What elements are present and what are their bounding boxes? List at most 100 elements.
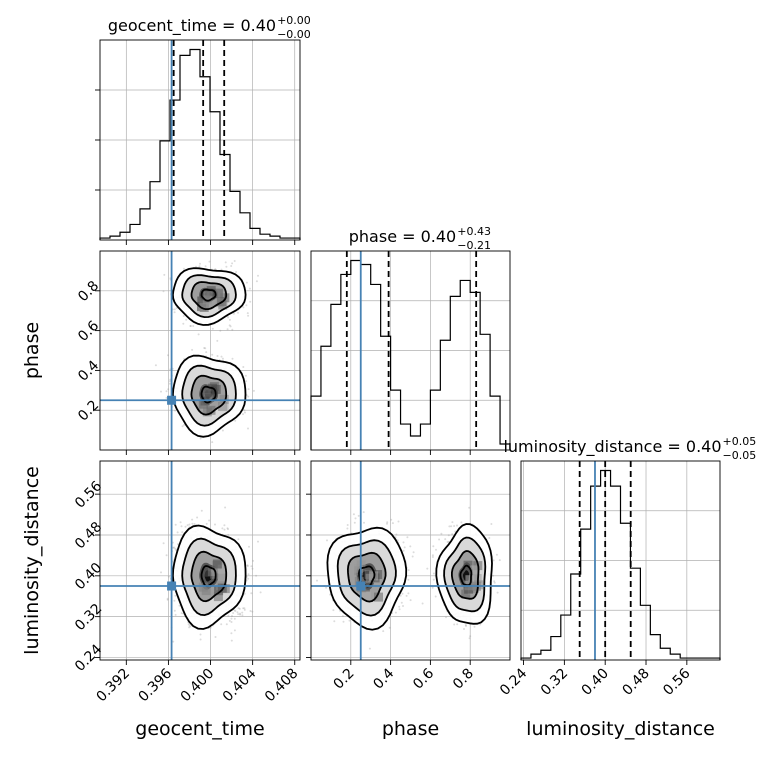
sample-point: [453, 525, 456, 527]
sample-point: [496, 591, 499, 594]
density-cell: [198, 399, 208, 409]
contour-line: [171, 524, 247, 630]
x-tick-label-luminosity_distance: 0.32: [538, 666, 571, 699]
sample-point: [247, 388, 250, 391]
sample-point: [431, 556, 434, 558]
sample-point: [354, 517, 357, 520]
density-cell: [213, 592, 223, 602]
contour-line: [171, 267, 247, 326]
sample-point: [227, 528, 229, 531]
sample-point: [227, 316, 230, 319]
sample-point: [233, 617, 236, 620]
sample-point: [233, 260, 236, 262]
panel-title-plus: +0.00: [277, 14, 311, 27]
density-cell: [198, 582, 208, 592]
contour-line: [358, 565, 376, 588]
density-cell: [461, 589, 471, 599]
sample-point: [396, 539, 399, 542]
sample-point: [169, 380, 172, 383]
sample-point: [242, 306, 245, 309]
x-tick-label-phase: 0.4: [370, 665, 397, 692]
density-cell: [203, 291, 213, 301]
sample-point: [255, 574, 258, 577]
sample-point: [239, 613, 242, 616]
sample-point: [230, 265, 233, 267]
x-tick-label-luminosity_distance: 0.40: [579, 666, 612, 699]
sample-point: [174, 409, 177, 412]
x-axis-label-phase: phase: [382, 718, 439, 740]
sample-point: [167, 575, 170, 578]
density-cell: [202, 567, 212, 577]
sample-point: [432, 578, 435, 581]
sample-point: [234, 610, 237, 612]
y-tick-label-phase: 0.4: [75, 358, 102, 385]
sample-point: [174, 523, 177, 526]
sample-point: [353, 521, 356, 524]
y-tick-label-phase: 0.8: [75, 278, 102, 305]
sample-point: [172, 546, 175, 549]
hist-panel-luminosity_distance: luminosity_distance = 0.40 +0.05−0.05: [503, 435, 756, 665]
sample-point: [196, 516, 199, 519]
sample-point: [246, 312, 249, 315]
sample-point: [490, 523, 493, 525]
sample-point: [402, 541, 405, 544]
sample-point: [493, 581, 496, 584]
sample-point: [390, 518, 393, 521]
sample-point: [252, 559, 254, 562]
x-tick-label-phase: 0.6: [410, 665, 437, 692]
sample-point: [199, 437, 202, 440]
sample-point: [395, 533, 398, 536]
sample-point: [243, 607, 246, 610]
panel-title-minus: −0.05: [723, 449, 757, 462]
contour-line: [443, 536, 487, 613]
sample-point: [488, 537, 491, 539]
sample-point: [165, 396, 168, 399]
sample-point: [191, 348, 194, 351]
sample-point: [447, 534, 450, 537]
sample-point: [177, 543, 179, 546]
sample-point: [160, 571, 162, 574]
sample-point: [174, 613, 177, 616]
sample-point: [202, 451, 204, 453]
sample-point: [230, 617, 233, 620]
sample-point: [188, 523, 191, 526]
sample-point: [498, 559, 501, 562]
sample-point: [173, 308, 176, 311]
sample-point: [186, 524, 189, 527]
sample-point: [182, 322, 185, 325]
sample-point: [405, 594, 408, 597]
contour-line: [181, 274, 237, 319]
sample-point: [246, 564, 249, 567]
sample-point: [192, 325, 195, 327]
x-tick-label-luminosity_distance: 0.48: [619, 666, 652, 699]
sample-point: [205, 351, 208, 354]
x-tick-label-luminosity_distance: 0.24: [497, 665, 530, 698]
density-cell: [199, 302, 209, 312]
density-cell: [207, 567, 217, 577]
sample-point: [492, 574, 494, 577]
sample-point: [248, 287, 251, 290]
sample-point: [426, 567, 429, 570]
sample-point: [411, 555, 414, 558]
contour-line: [171, 354, 247, 438]
contour-line: [190, 374, 228, 416]
density-cell: [470, 565, 480, 575]
sample-point: [193, 523, 196, 525]
sample-point: [368, 647, 371, 650]
sample-point: [451, 533, 454, 536]
sample-point: [230, 621, 233, 623]
hist-panel-phase: phase = 0.40 +0.43−0.21: [310, 225, 511, 455]
density-cell: [197, 296, 207, 306]
sample-point: [214, 523, 216, 526]
sample-point: [241, 614, 244, 617]
x-tick-label-geocent_time: 0.400: [178, 666, 218, 706]
sample-point: [247, 314, 250, 317]
sample-point: [228, 619, 231, 622]
sample-point: [178, 604, 181, 607]
sample-point: [169, 382, 171, 385]
panel-title-plus: +0.05: [723, 435, 757, 448]
x-tick-label-phase: 0.2: [331, 666, 358, 693]
sample-point: [189, 625, 192, 628]
density-cell: [206, 405, 216, 415]
sample-point: [398, 605, 401, 608]
